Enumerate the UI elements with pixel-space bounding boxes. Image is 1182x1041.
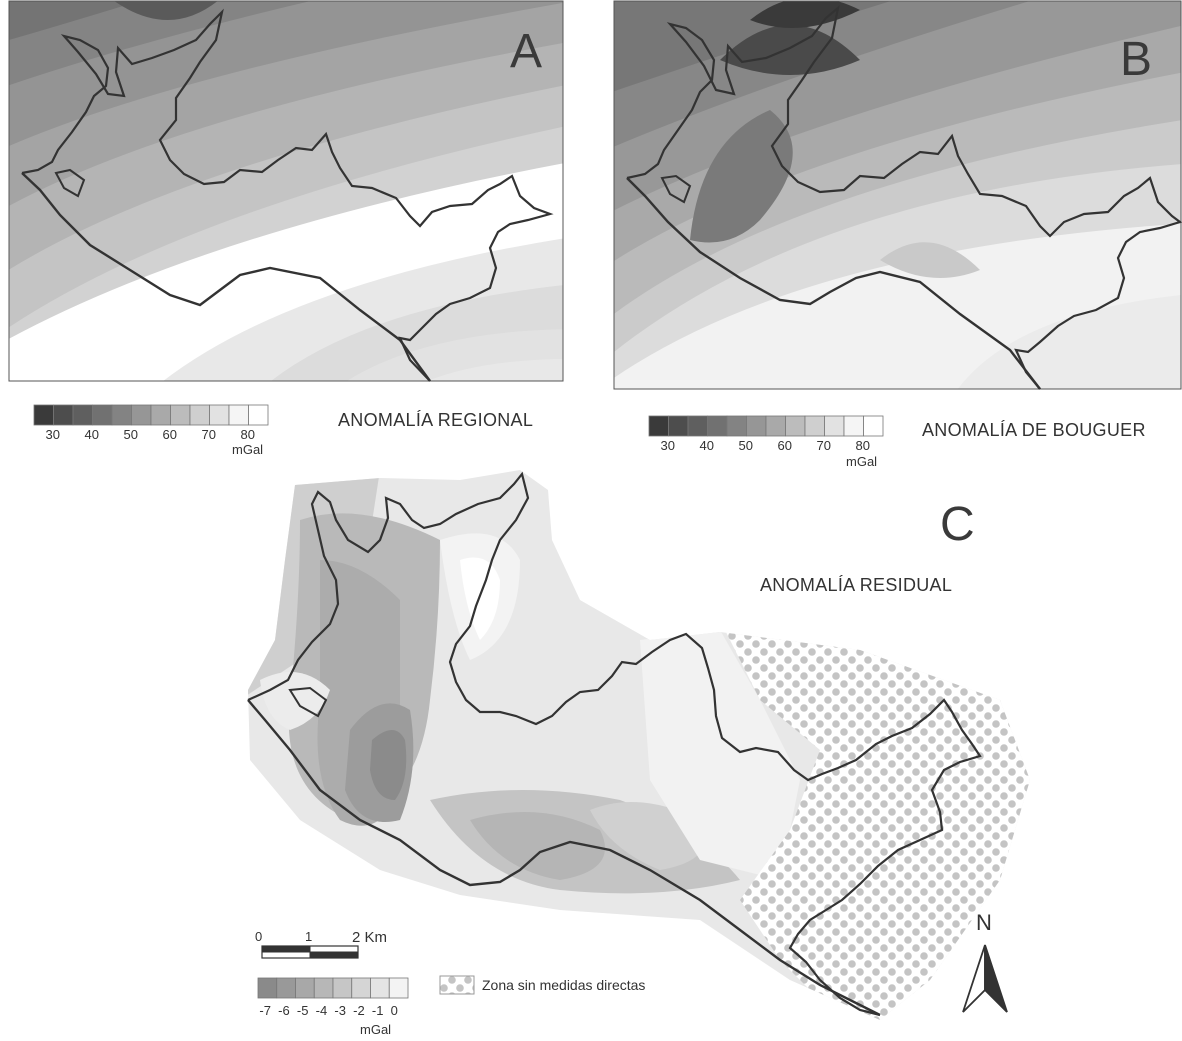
legend-b-unit: mGal — [846, 454, 878, 469]
panel-c-letter: C — [940, 498, 975, 551]
panel-b-map — [613, 0, 1182, 390]
panel-c-map — [247, 470, 1030, 1020]
legend-a-tick: 60 — [162, 427, 177, 442]
legend-c-swatch — [257, 977, 278, 999]
legend-c-tick: -7 — [259, 1003, 271, 1018]
legend-a-swatch — [248, 404, 269, 426]
legend-a-swatch — [72, 404, 93, 426]
legend-c-tick: -3 — [334, 1003, 346, 1018]
legend-a-swatch — [131, 404, 152, 426]
legend-b-swatch — [726, 415, 747, 437]
legend-c-swatch — [276, 977, 296, 999]
legend-b-swatch — [746, 415, 767, 437]
panel-b-title: ANOMALÍA DE BOUGUER — [922, 420, 1146, 440]
legend-a-tick: 30 — [45, 427, 60, 442]
legend-a-tick: 40 — [84, 427, 99, 442]
legend-b-swatch — [785, 415, 806, 437]
panel-a-title: ANOMALÍA REGIONAL — [338, 410, 534, 430]
legend-c-swatch — [351, 977, 371, 999]
panel-c-title: ANOMALÍA RESIDUAL — [760, 575, 953, 595]
legend-c-tick: -6 — [278, 1003, 290, 1018]
scale-label-0: 0 — [255, 929, 263, 944]
legend-a-swatch — [209, 404, 230, 426]
legend-b-swatch — [687, 415, 708, 437]
legend-a-colorbar — [33, 404, 269, 426]
legend-b-tick: 30 — [660, 438, 675, 453]
legend-c-tick: -1 — [371, 1003, 384, 1018]
legend-b-tick: 50 — [738, 438, 753, 453]
legend-c-colorbar — [257, 977, 409, 999]
legend-a-swatch — [92, 404, 113, 426]
scale-bar — [261, 945, 359, 959]
legend-b-swatch — [707, 415, 728, 437]
legend-c-swatch — [370, 977, 390, 999]
legend-c-swatch — [388, 977, 409, 999]
legend-a-tick: 70 — [201, 427, 216, 442]
legend-b-tick: 40 — [699, 438, 714, 453]
legend-a-swatch — [33, 404, 54, 426]
legend-a-unit: mGal — [232, 442, 264, 457]
legend-b-colorbar — [648, 415, 884, 437]
legend-b-tick: 80 — [855, 438, 870, 453]
legend-b-swatch — [648, 415, 669, 437]
legend-c-tick: 0 — [390, 1003, 398, 1018]
north-label: N — [976, 910, 992, 935]
legend-c-tick: -2 — [353, 1003, 365, 1018]
legend-a-swatch — [150, 404, 171, 426]
legend-b-swatch — [765, 415, 786, 437]
legend-a-tick: 80 — [240, 427, 255, 442]
legend-b-swatch — [843, 415, 864, 437]
panel-a-map — [8, 0, 564, 382]
legend-b-tick: 60 — [777, 438, 792, 453]
legend-c-swatch — [332, 977, 353, 999]
legend-c-swatch — [295, 977, 315, 999]
panel-a-letter: A — [510, 25, 543, 78]
scale-label-1: 1 — [305, 929, 313, 944]
no-data-label: Zona sin medidas directas — [482, 977, 646, 993]
legend-a-swatch — [228, 404, 249, 426]
legend-b-swatch — [863, 415, 884, 437]
north-arrow-icon — [962, 944, 1008, 1013]
legend-c-unit: mGal — [360, 1022, 392, 1037]
legend-a-swatch — [53, 404, 74, 426]
legend-b-swatch — [804, 415, 825, 437]
legend-a-tick: 50 — [123, 427, 138, 442]
no-data-swatch — [439, 975, 475, 995]
legend-b-tick: 70 — [816, 438, 831, 453]
legend-c-tick: -5 — [296, 1003, 309, 1018]
panel-b-letter: B — [1120, 33, 1153, 86]
legend-c-tick: -4 — [315, 1003, 328, 1018]
legend-b-swatch — [824, 415, 845, 437]
legend-c-swatch — [313, 977, 334, 999]
scale-label-2: 2 Km — [352, 929, 388, 946]
legend-a-swatch — [189, 404, 210, 426]
legend-a-swatch — [111, 404, 132, 426]
legend-b-swatch — [668, 415, 689, 437]
legend-a-swatch — [170, 404, 191, 426]
